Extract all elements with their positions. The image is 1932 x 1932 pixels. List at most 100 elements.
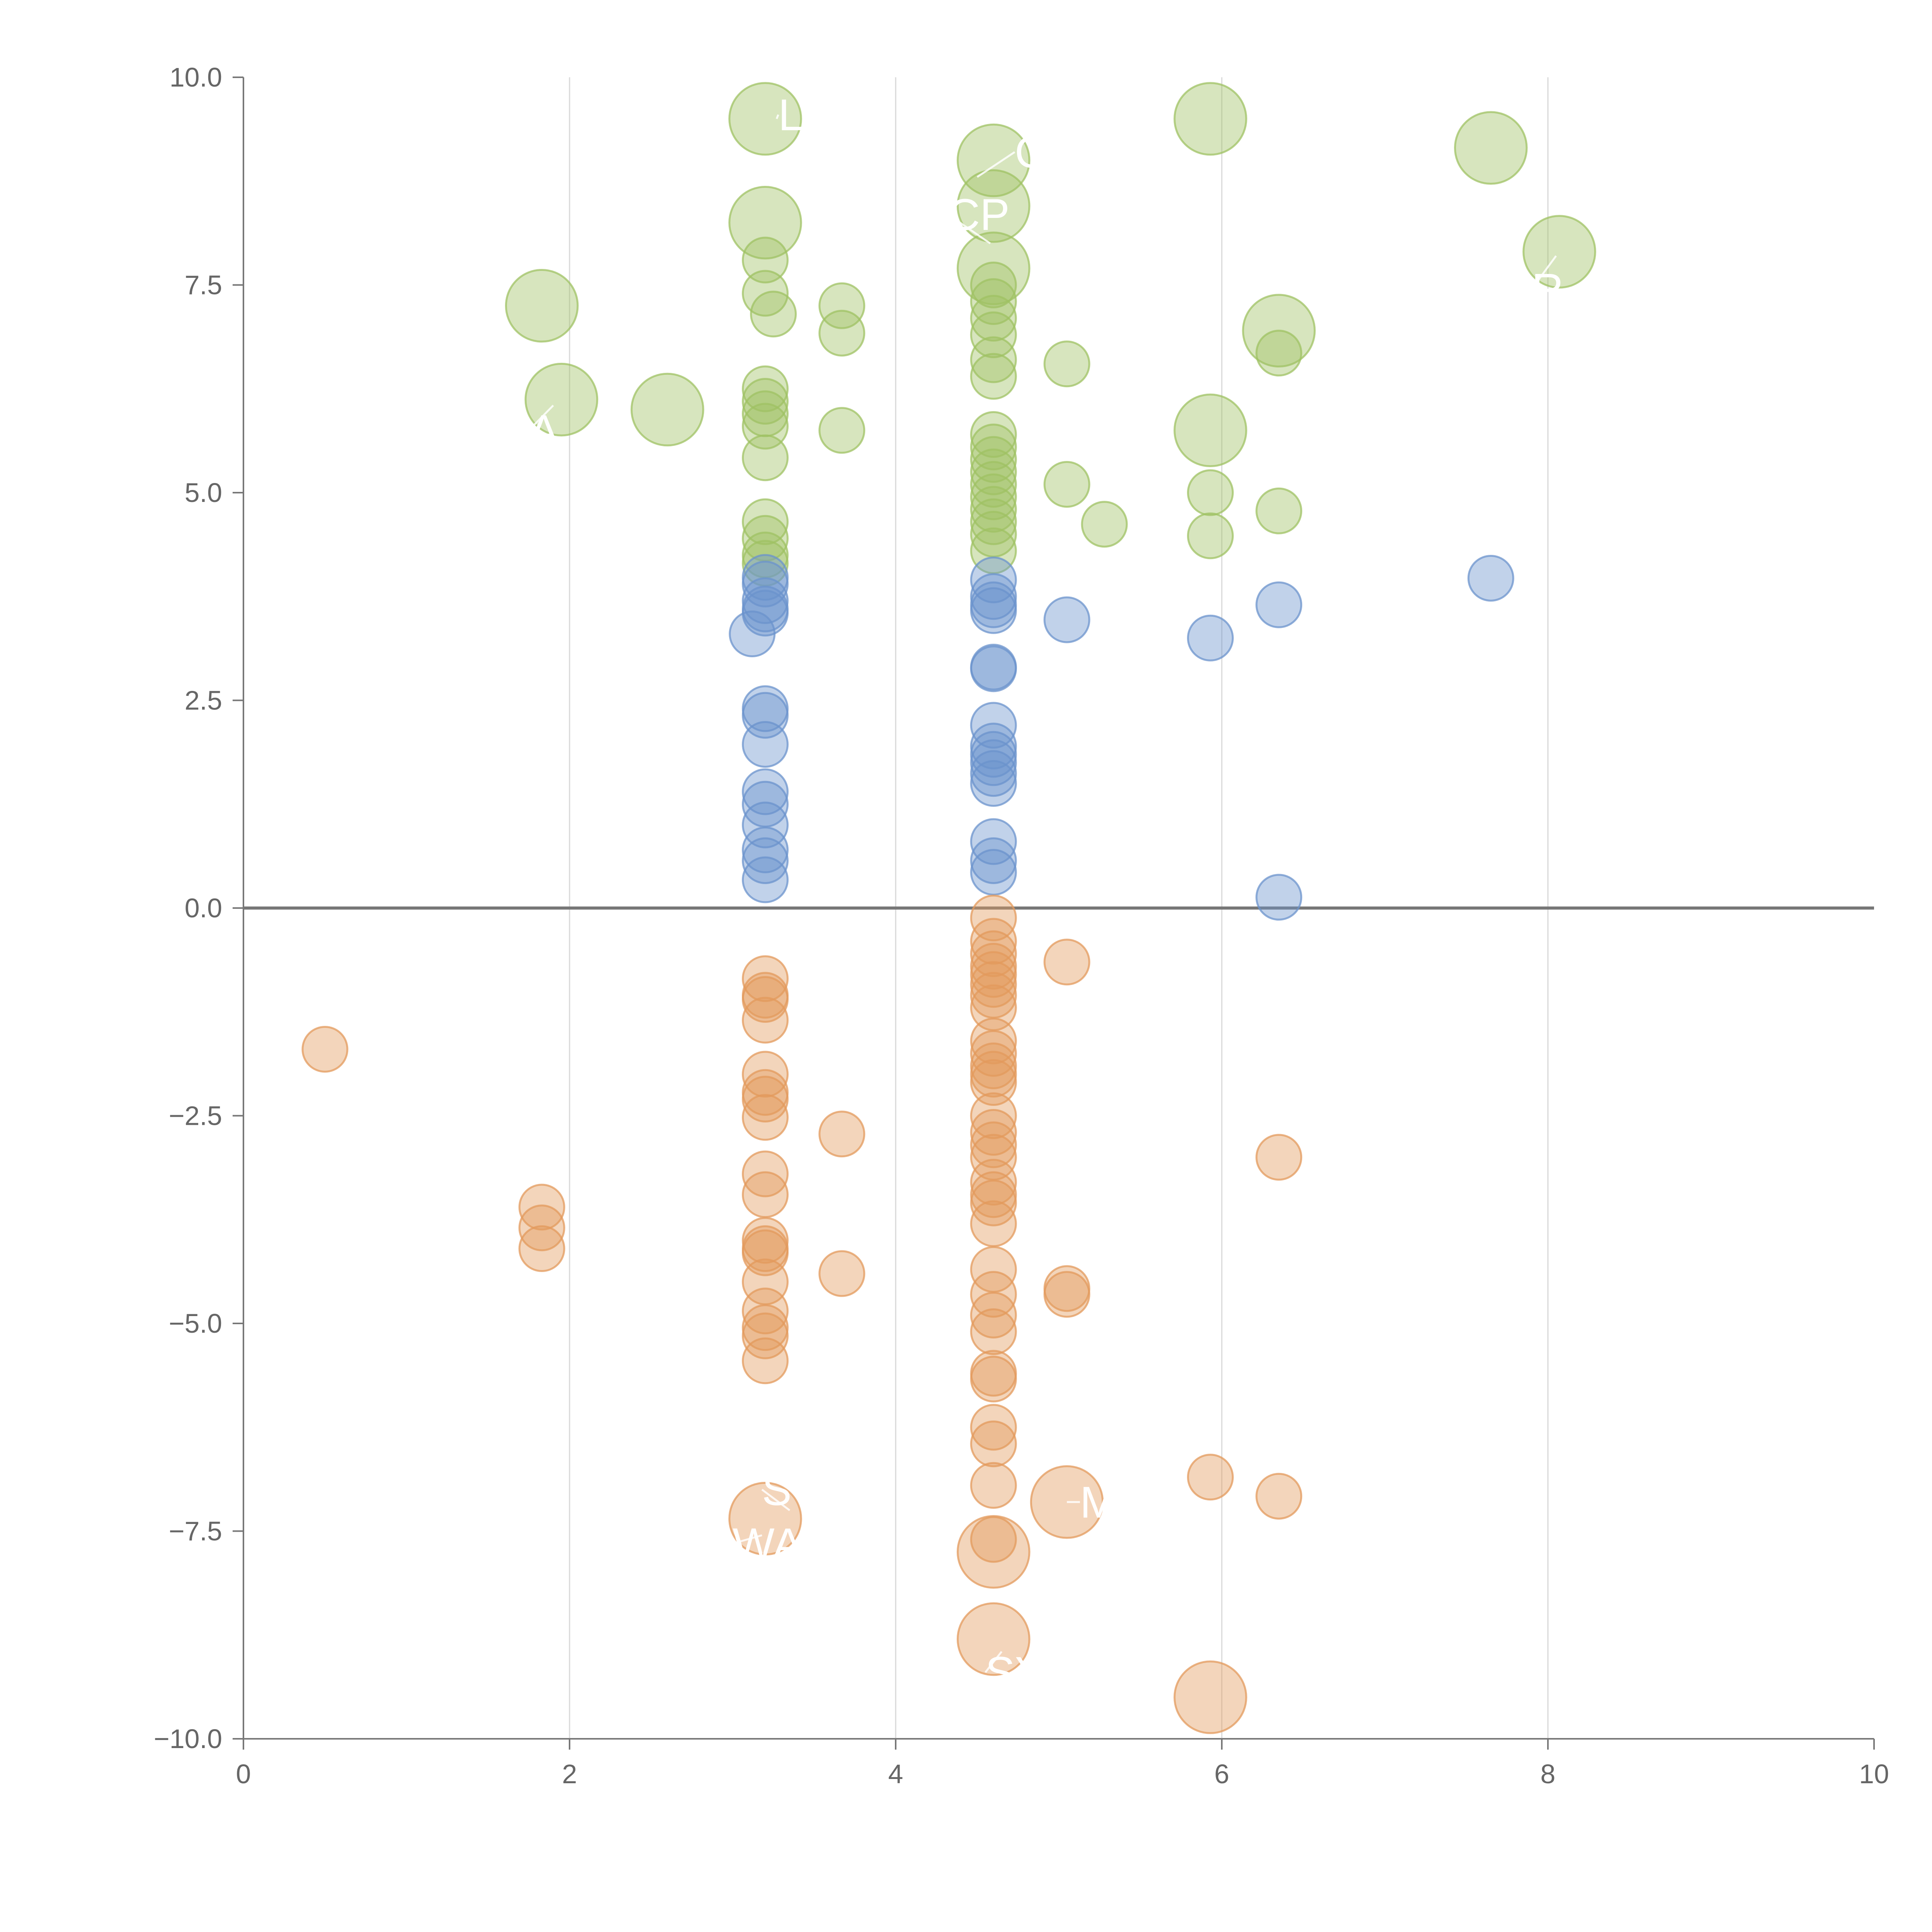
data-point [970,1516,1017,1563]
y-tick-label: 5.0 [185,478,222,508]
data-point [1043,461,1090,508]
data-point [956,231,1031,305]
data-point [505,269,579,343]
label-leader-line [985,1651,1003,1673]
data-point [1187,512,1234,560]
data-point [742,1150,789,1197]
data-point [728,82,802,156]
data-point [742,1337,789,1384]
data-point [970,1355,1017,1403]
data-point [970,1017,1017,1065]
data-point [1454,111,1528,185]
label-leader-line [761,1488,791,1511]
data-point [1255,874,1303,921]
point-label: L [778,90,803,140]
x-tick-label: 10 [1859,1759,1889,1789]
data-point [970,498,1017,545]
data-point [970,951,1017,998]
label-leader-line [947,213,991,245]
data-point [518,1184,565,1231]
data-point [970,1030,1017,1077]
data-point [970,1420,1017,1468]
y-tick-label: −10.0 [154,1724,222,1754]
data-point [742,1076,789,1122]
data-point [1187,1454,1234,1501]
data-point [1187,469,1234,516]
data-point [970,849,1017,896]
y-tick-label: 7.5 [185,270,222,300]
data-point [818,282,866,329]
data-point [970,1462,1017,1509]
data-point [518,1225,565,1272]
data-point [970,1109,1017,1156]
point-label: WA [733,1519,803,1569]
data-point [970,1092,1017,1139]
data-point [970,1200,1017,1247]
data-point [742,1051,789,1098]
point-label: S [762,1465,792,1515]
data-point [742,378,789,425]
data-point [1187,614,1234,662]
data-point [742,1171,789,1218]
data-point [742,837,789,884]
data-point [1255,330,1303,377]
label-leader-line [776,114,779,119]
data-point [742,768,789,815]
data-point [970,311,1017,358]
data-point [1255,1134,1303,1181]
y-tick-label: −5.0 [169,1308,222,1338]
data-point [742,365,789,412]
points-layer [301,82,1596,1734]
label-leader-line [976,151,1015,178]
data-point [970,1179,1017,1226]
data-point [301,1026,349,1073]
y-tick-label: −7.5 [169,1516,222,1546]
point-label: A [529,406,559,456]
data-point [728,185,802,260]
x-tick-label: 8 [1541,1759,1556,1789]
data-point [970,760,1017,807]
data-point [742,721,789,768]
point-label: SY [985,1648,1044,1697]
data-point [956,1602,1031,1676]
label-leader-line [732,1534,762,1545]
data-point [750,291,797,338]
data-point [970,1059,1017,1106]
point-label: M [1080,1478,1117,1527]
data-point [518,1204,565,1252]
data-point [970,336,1017,383]
data-point [742,1312,789,1359]
point-label: C [1015,128,1047,177]
data-point [970,423,1017,471]
data-point [1043,340,1090,388]
label-leader-line [1531,255,1557,290]
data-point [742,856,789,903]
data-point [970,353,1017,400]
data-point [970,645,1017,692]
data-point [970,918,1017,965]
labels-layer: L CCP R A SWA M SY [528,90,1564,1697]
data-point [970,837,1017,884]
data-point [1255,581,1303,628]
data-point [1043,1271,1090,1318]
data-point [742,434,789,481]
data-point [742,692,789,739]
point-label: R [1532,265,1564,314]
data-point [818,407,866,454]
data-point [970,587,1017,634]
data-point [970,750,1017,797]
x-tick-label: 0 [236,1759,251,1789]
data-point [1043,939,1090,986]
data-point [970,262,1017,308]
y-tick-label: 2.5 [185,685,222,716]
data-point [524,362,599,437]
data-point [970,448,1017,495]
x-tick-label: 6 [1214,1759,1230,1789]
data-point [742,801,789,849]
data-point [742,1094,789,1141]
x-tick-label: 4 [888,1759,903,1789]
data-point [1081,501,1128,548]
data-point [818,310,866,357]
data-point [818,1111,866,1158]
